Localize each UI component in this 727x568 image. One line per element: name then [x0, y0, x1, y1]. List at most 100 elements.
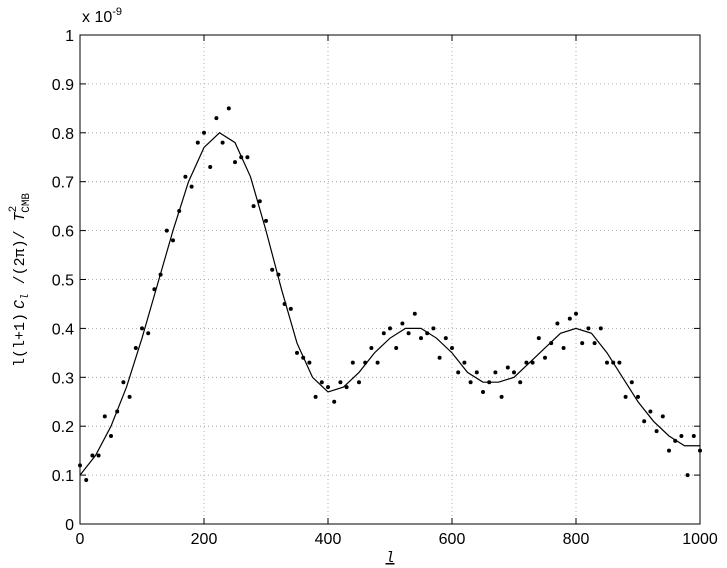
data-point: [400, 321, 405, 326]
data-point: [357, 380, 361, 385]
data-point: [679, 433, 684, 438]
data-point: [96, 453, 101, 458]
data-point: [667, 448, 671, 453]
data-point: [127, 394, 132, 399]
ylabel-part: CMB: [21, 193, 33, 213]
data-point: [369, 345, 374, 350]
data-point: [642, 419, 647, 424]
data-point: [605, 360, 609, 365]
data-point: [257, 199, 262, 204]
data-point: [567, 316, 572, 321]
data-point: [617, 360, 622, 365]
data-point: [270, 267, 275, 272]
y-multiplier: x 10-9: [82, 6, 122, 26]
y-tick-label: 1: [65, 28, 74, 45]
data-point: [164, 228, 169, 233]
fit-line: [79, 132, 700, 476]
data-point: [202, 130, 206, 135]
data-point: [121, 380, 126, 385]
y-tick-label: 0.9: [52, 77, 74, 94]
y-tick-label: 0.7: [52, 175, 74, 192]
y-tick-label: 0.1: [52, 468, 74, 485]
data-point: [648, 409, 653, 414]
data-point: [332, 399, 337, 404]
data-point: [220, 140, 225, 145]
data-point: [505, 365, 510, 370]
data-point: [598, 326, 603, 331]
x-tick-label: 400: [315, 531, 342, 548]
data-point: [660, 414, 665, 419]
x-tick-label: 800: [563, 531, 590, 548]
data-point: [195, 140, 200, 145]
data-point: [264, 218, 268, 223]
data-point: [288, 306, 293, 311]
data-point: [140, 326, 144, 331]
data-point: [456, 370, 461, 375]
data-point: [555, 321, 560, 326]
ylabel-part: C: [12, 300, 29, 309]
data-point: [406, 331, 411, 336]
data-point: [84, 477, 89, 482]
data-point: [78, 463, 82, 468]
data-point: [586, 326, 591, 331]
x-tick-label: 200: [191, 531, 218, 548]
data-point: [90, 453, 95, 458]
data-point: [226, 106, 231, 111]
plot-frame: [79, 34, 701, 525]
data-point: [437, 355, 442, 360]
data-point: [208, 165, 213, 170]
data-point: [468, 380, 473, 385]
data-point: [233, 160, 237, 165]
data-point: [338, 380, 343, 385]
data-point: [518, 380, 523, 385]
data-point: [629, 380, 634, 385]
data-point: [493, 370, 498, 375]
data-point: [412, 311, 417, 316]
data-point: [543, 355, 547, 360]
y-tick-label: 0: [65, 517, 74, 534]
data-point: [326, 385, 330, 390]
data-point: [592, 341, 597, 346]
data-point: [245, 155, 250, 160]
y-axis-label: l(l+1) Cl /(2π)/ T2CMB: [8, 193, 33, 367]
data-point: [183, 174, 188, 179]
data-point: [474, 370, 479, 375]
data-point: [574, 311, 578, 316]
data-point: [344, 385, 349, 390]
data-point: [536, 336, 541, 341]
ylabel-part: l: [20, 293, 32, 300]
x-tick-label: 600: [439, 531, 466, 548]
ylabel-part: l(l+1): [12, 313, 29, 367]
data-point: [146, 331, 151, 336]
data-point: [394, 345, 399, 350]
data-point: [481, 389, 485, 394]
data-point: [636, 394, 640, 399]
data-point: [530, 360, 535, 365]
y-tick-label: 0.8: [52, 126, 74, 143]
data-point: [499, 394, 504, 399]
multiplier-base: x 10: [82, 9, 112, 26]
data-point: [307, 360, 312, 365]
data-point: [295, 350, 299, 355]
data-point: [319, 380, 324, 385]
data-point: [549, 341, 554, 346]
multiplier-exponent: -9: [112, 6, 122, 18]
x-tick-label: 0: [76, 531, 85, 548]
data-point: [313, 394, 318, 399]
data-point: [561, 345, 566, 350]
data-point: [375, 360, 380, 365]
x-tick-label: 1000: [682, 531, 718, 548]
data-point: [171, 238, 175, 243]
ylabel-part: 2: [8, 206, 20, 213]
data-point: [251, 204, 256, 209]
ylabel-part: T: [12, 211, 29, 221]
y-tick-label: 0.2: [52, 419, 74, 436]
data-point: [580, 341, 585, 346]
data-point: [102, 414, 107, 419]
data-point: [189, 184, 194, 189]
ylabel-part: /(2π)/: [12, 221, 29, 293]
data-point: [214, 116, 219, 121]
data-point: [133, 345, 138, 350]
data-point: [381, 331, 386, 336]
